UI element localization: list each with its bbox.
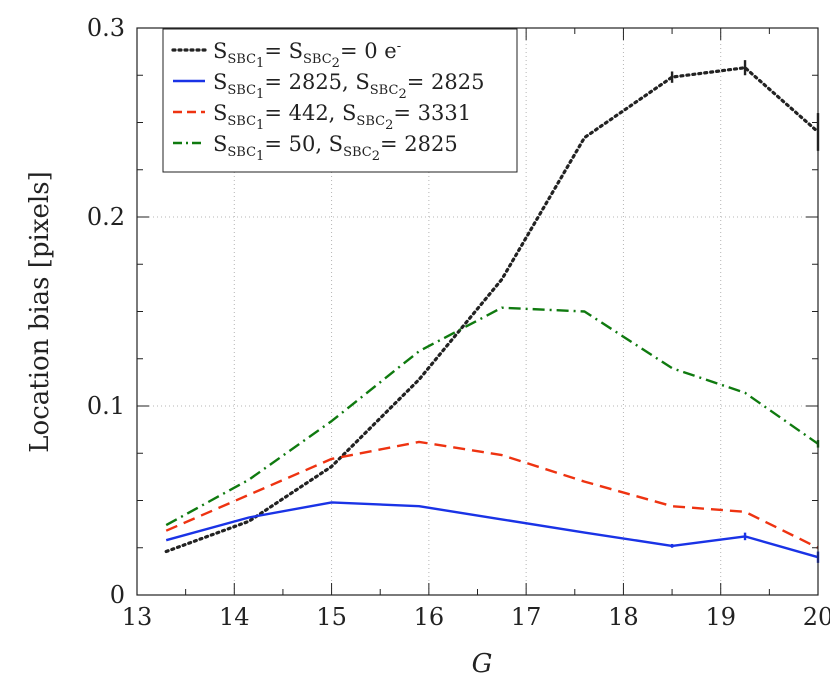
x-tick-label: 18 [608,603,639,631]
series-line [165,501,819,559]
series-line [165,440,819,549]
y-tick-label: 0.3 [87,14,125,42]
legend-entry: SSBC1= SSBC2= 0 e- [213,39,401,71]
x-tick-label: 20 [803,603,830,631]
x-tick-label: 19 [705,603,736,631]
series-3 [165,440,819,549]
y-tick-label: 0 [110,581,125,609]
y-tick-label: 0.2 [87,203,125,231]
x-axis-title: G [472,649,493,679]
x-tick-label: 16 [414,603,445,631]
series-lines [164,60,820,563]
legend-entry: SSBC1= 50, SSBC2= 2825 [213,132,458,164]
legend: SSBC1= SSBC2= 0 e-SSBC1= 2825, SSBC2= 28… [162,28,518,173]
x-tick-label: 15 [316,603,347,631]
grid-lines [137,28,818,595]
x-tick-label: 13 [122,603,153,631]
tick-labels: 13 14 15 16 17 18 19 20 0 0.1 0.2 0.3 [87,14,830,631]
y-tick-label: 0.1 [87,392,125,420]
legend-entry: SSBC1= 2825, SSBC2= 2825 [213,70,484,102]
y-axis-title: Location bias [pixels] [25,171,55,452]
legend-entry: SSBC1= 442, SSBC2= 3331 [213,101,471,133]
series-line [165,306,819,527]
series-line [164,66,820,554]
x-tick-label: 14 [219,603,250,631]
legend-box [162,28,518,173]
x-tick-label: 17 [511,603,542,631]
